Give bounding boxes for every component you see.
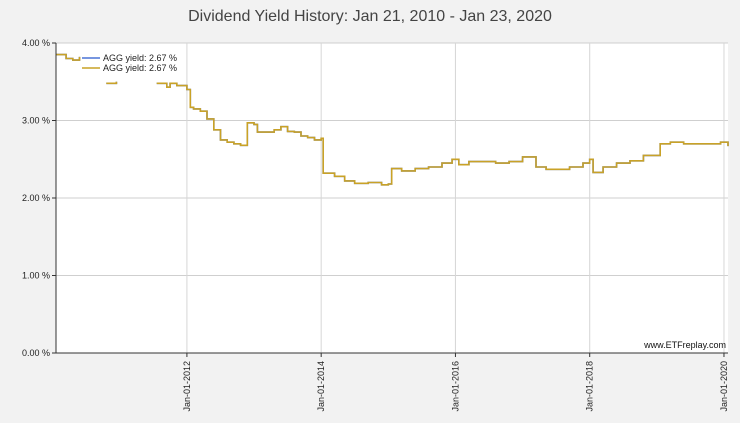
x-tick-label: Jan-01-2012 (182, 361, 192, 412)
series-lines (56, 53, 729, 186)
legend-label: AGG yield: 2.67 % (103, 53, 177, 63)
legend: AGG yield: 2.67 %AGG yield: 2.67 % (82, 53, 177, 73)
series-line-1 (106, 81, 118, 85)
watermark-text: www.ETFreplay.com (643, 340, 726, 350)
y-axis-ticks: 0.00 % 1.00 % 2.00 % 3.00 % 4.00 % (22, 38, 56, 358)
legend-label: AGG yield: 2.67 % (103, 63, 177, 73)
series-line-1 (156, 82, 729, 186)
x-tick-label: Jan-01-2014 (316, 361, 326, 412)
y-tick-label: 2.00 % (22, 193, 50, 203)
series-line-1 (56, 53, 81, 61)
x-tick-label: Jan-01-2020 (719, 361, 729, 412)
y-tick-label: 3.00 % (22, 116, 50, 126)
y-tick-label: 0.00 % (22, 348, 50, 358)
x-tick-label: Jan-01-2018 (585, 361, 595, 412)
y-tick-label: 4.00 % (22, 38, 50, 48)
x-tick-label: Jan-01-2016 (450, 361, 460, 412)
chart-title: Dividend Yield History: Jan 21, 2010 - J… (188, 8, 552, 25)
y-tick-label: 1.00 % (22, 271, 50, 281)
x-axis-ticks: Jan-01-2012 Jan-01-2014 Jan-01-2016 Jan-01-… (182, 353, 729, 412)
